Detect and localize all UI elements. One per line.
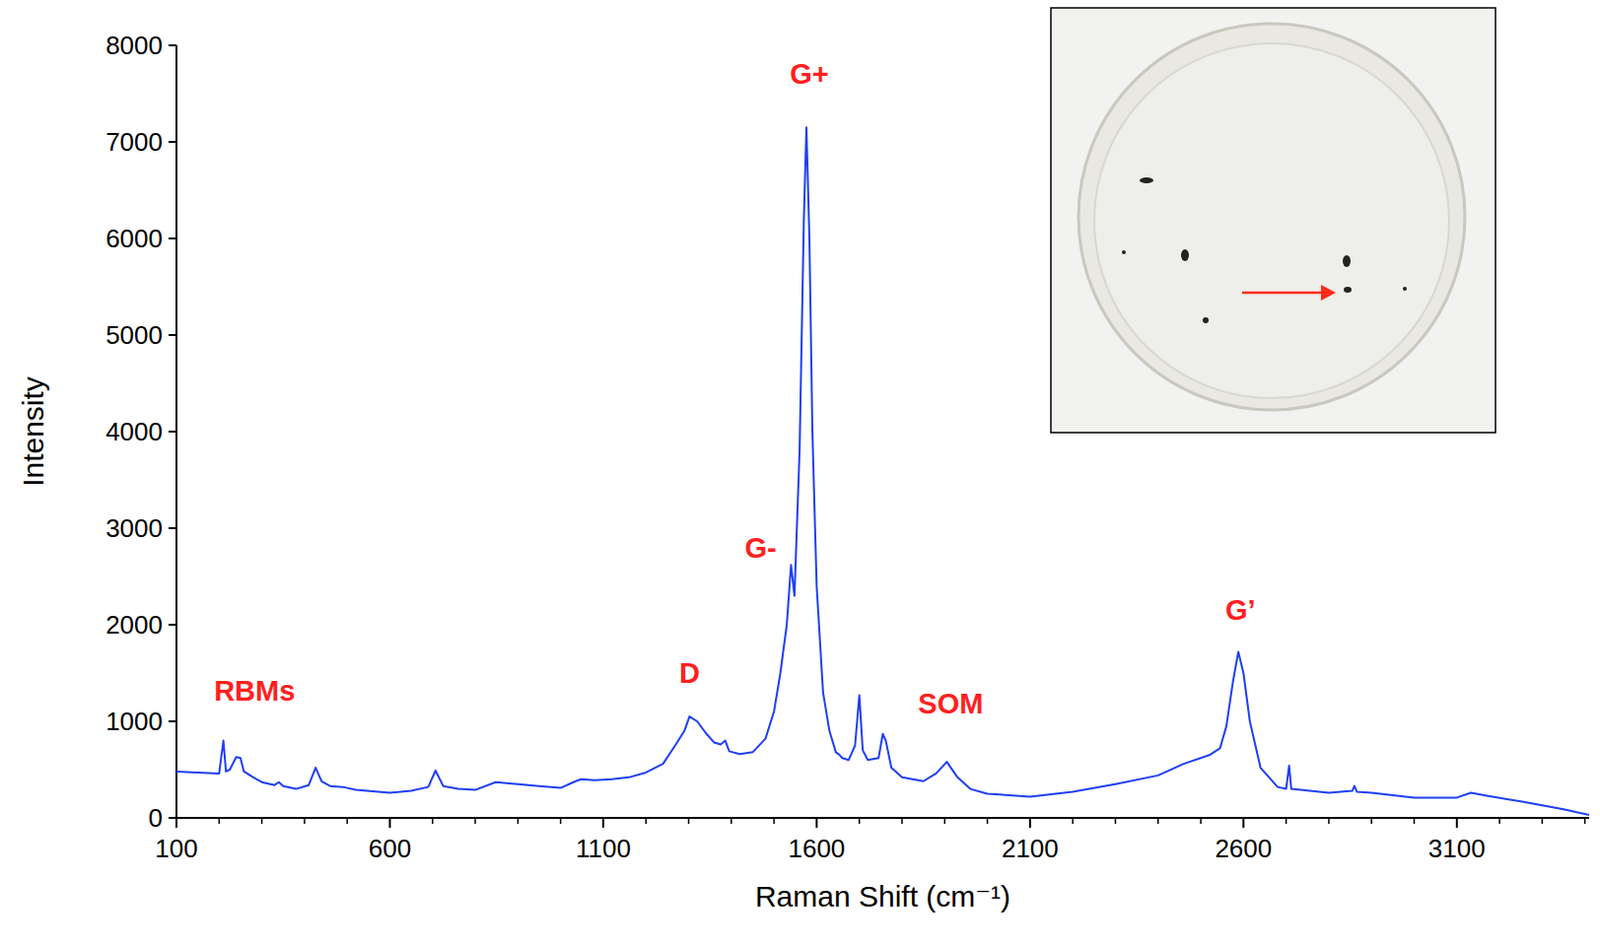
peak-label: SOM bbox=[917, 688, 983, 720]
x-minor-tick bbox=[772, 818, 775, 825]
petri-dish-inner bbox=[1094, 43, 1450, 399]
x-axis bbox=[176, 817, 1590, 820]
spectrum-line bbox=[176, 127, 1590, 816]
y-tick bbox=[168, 430, 177, 433]
x-minor-tick bbox=[1327, 818, 1330, 825]
x-minor-tick bbox=[1114, 818, 1117, 825]
peak-label: G’ bbox=[1225, 594, 1256, 627]
x-tick bbox=[1242, 818, 1245, 829]
x-tick-label: 100 bbox=[154, 834, 198, 864]
y-tick-label: 6000 bbox=[105, 223, 163, 254]
chart: 0 1000 2000 3000 4000 5000 6000 7000 8000 100 600 1… bbox=[0, 0, 1600, 946]
x-minor-tick bbox=[517, 818, 520, 825]
x-minor-tick bbox=[218, 818, 221, 825]
y-tick bbox=[168, 44, 177, 47]
peak-label: G- bbox=[745, 532, 777, 564]
x-minor-tick bbox=[1413, 818, 1416, 825]
x-minor-tick bbox=[1071, 818, 1074, 825]
peak-label: G+ bbox=[789, 58, 830, 90]
plot-area bbox=[176, 127, 1590, 816]
y-tick-label: 2000 bbox=[105, 610, 163, 640]
petri-dish bbox=[1078, 23, 1465, 411]
y-tick bbox=[168, 140, 177, 143]
x-tick-label: 600 bbox=[368, 834, 412, 864]
speck bbox=[1342, 255, 1351, 268]
inset-arrow bbox=[1242, 291, 1326, 295]
x-minor-tick bbox=[644, 818, 647, 825]
y-tick-label: 7000 bbox=[105, 127, 163, 157]
x-axis-title: Raman Shift (cm⁻¹) bbox=[755, 880, 1011, 913]
x-minor-tick bbox=[1285, 818, 1288, 825]
x-minor-tick bbox=[1584, 818, 1587, 825]
x-minor-tick bbox=[559, 818, 562, 825]
y-tick bbox=[168, 334, 177, 337]
peak-label: D bbox=[679, 657, 700, 690]
x-tick-label: 1600 bbox=[787, 834, 845, 864]
x-tick bbox=[1029, 818, 1032, 829]
inset-frame bbox=[1050, 7, 1496, 433]
y-tick-label: 8000 bbox=[105, 30, 163, 61]
x-tick bbox=[175, 818, 178, 829]
speck bbox=[1139, 177, 1154, 184]
speck bbox=[1402, 286, 1407, 291]
x-minor-tick bbox=[688, 818, 691, 825]
x-minor-tick bbox=[901, 818, 904, 825]
x-tick bbox=[602, 818, 605, 829]
x-minor-tick bbox=[858, 818, 861, 825]
y-tick bbox=[168, 624, 177, 627]
x-tick bbox=[1456, 818, 1459, 829]
y-tick bbox=[168, 720, 177, 723]
x-minor-tick bbox=[1370, 818, 1373, 825]
y-tick bbox=[168, 817, 177, 820]
x-minor-tick bbox=[1157, 818, 1160, 825]
y-tick bbox=[168, 527, 177, 530]
speck bbox=[1202, 317, 1209, 324]
y-tick bbox=[168, 237, 177, 240]
x-minor-tick bbox=[944, 818, 947, 825]
inset-arrow-head bbox=[1321, 284, 1336, 301]
x-minor-tick bbox=[1541, 818, 1544, 825]
y-axis-title: Intensity bbox=[16, 376, 50, 487]
y-tick-label: 1000 bbox=[105, 706, 163, 737]
x-minor-tick bbox=[431, 818, 434, 825]
x-minor-tick bbox=[1199, 818, 1202, 825]
x-tick-label: 2100 bbox=[1001, 834, 1059, 864]
x-minor-tick bbox=[346, 818, 348, 825]
x-tick bbox=[388, 818, 391, 829]
x-tick-label: 3100 bbox=[1428, 834, 1486, 864]
x-tick-label: 2600 bbox=[1214, 834, 1272, 864]
x-tick-label: 1100 bbox=[575, 834, 631, 864]
x-minor-tick bbox=[1498, 818, 1501, 825]
x-minor-tick bbox=[474, 818, 477, 825]
x-minor-tick bbox=[303, 818, 306, 825]
y-tick-label: 0 bbox=[148, 803, 163, 834]
x-minor-tick bbox=[986, 818, 989, 825]
y-tick-label: 3000 bbox=[105, 513, 163, 544]
speck bbox=[1343, 286, 1352, 293]
peak-label: RBMs bbox=[213, 675, 295, 707]
inset-photo bbox=[1050, 7, 1496, 433]
x-minor-tick bbox=[730, 818, 733, 825]
x-minor-tick bbox=[261, 818, 264, 825]
speck bbox=[1121, 250, 1126, 255]
x-tick bbox=[815, 818, 818, 829]
y-tick-label: 4000 bbox=[105, 417, 163, 447]
y-tick-label: 5000 bbox=[105, 320, 163, 350]
speck bbox=[1181, 249, 1189, 262]
